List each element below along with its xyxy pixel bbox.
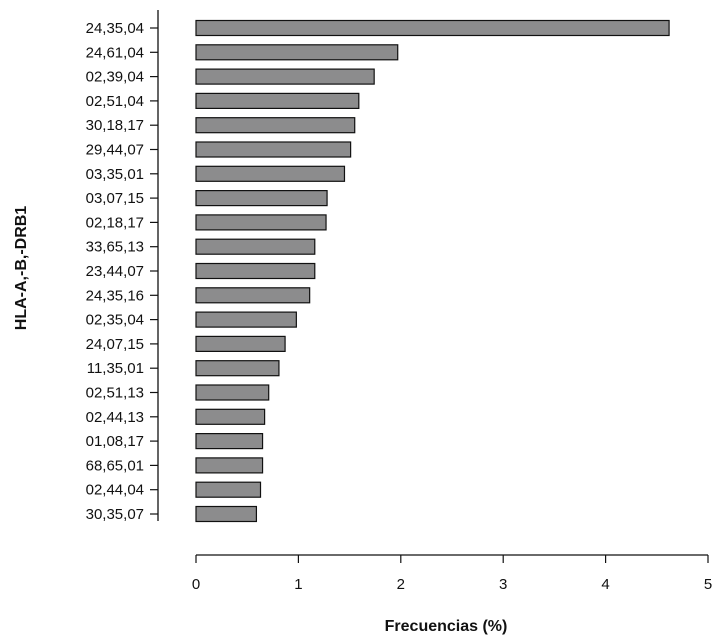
- y-tick-label: 02,51,04: [86, 93, 144, 110]
- bar: [195, 92, 360, 110]
- y-tick-label: 33,65,13: [86, 239, 144, 256]
- x-axis-title: Frecuencias (%): [385, 618, 508, 635]
- bar: [195, 335, 286, 352]
- bar: [195, 165, 346, 182]
- x-tick-label: 4: [601, 576, 609, 593]
- bar: [195, 408, 266, 425]
- y-tick-label: 02,18,17: [86, 214, 144, 231]
- y-axis-title: HLA-A,-B,-DRB1: [13, 206, 30, 331]
- bars-group: [195, 19, 670, 523]
- bar: [195, 141, 352, 158]
- bar: [195, 117, 356, 134]
- y-tick-label: 24,35,04: [86, 20, 144, 37]
- y-tick-label: 02,39,04: [86, 69, 144, 86]
- y-tick-label: 03,07,15: [86, 190, 144, 207]
- x-tick-label: 0: [192, 576, 200, 593]
- bar: [195, 311, 297, 328]
- bar: [195, 457, 264, 474]
- x-tick-label: 2: [397, 576, 405, 593]
- y-tick-label: 24,61,04: [86, 44, 144, 61]
- bar: [195, 360, 280, 377]
- y-tick-label: 02,44,13: [86, 409, 144, 426]
- y-tick-label: 68,65,01: [86, 457, 144, 474]
- bar: [195, 262, 316, 280]
- y-tick-label: 02,44,04: [86, 482, 144, 499]
- bar: [195, 44, 399, 61]
- x-tick-label: 5: [704, 576, 712, 593]
- y-tick-label: 23,44,07: [86, 263, 144, 280]
- y-tick-label: 24,07,15: [86, 336, 144, 353]
- bar: [195, 433, 264, 450]
- bar: [195, 238, 316, 255]
- bar: [195, 481, 262, 498]
- bar: [195, 505, 258, 523]
- bar: [195, 190, 328, 207]
- y-tick-label: 29,44,07: [86, 142, 144, 159]
- x-tick-label: 1: [294, 576, 302, 593]
- y-tick-label: 02,51,13: [86, 385, 144, 402]
- y-tick-label: 01,08,17: [86, 433, 144, 450]
- bar: [195, 19, 670, 37]
- y-tick-label: 03,35,01: [86, 166, 144, 183]
- y-axis: 24,35,04 24,61,04 02,39,04 02,51,04 30,18,17…: [86, 10, 159, 523]
- y-tick-label: 02,35,04: [86, 312, 144, 329]
- bar: [195, 214, 327, 231]
- bar: [195, 68, 375, 85]
- y-tick-label: 30,18,17: [86, 117, 144, 134]
- y-tick-label: 11,35,01: [87, 360, 144, 377]
- bar: [195, 384, 270, 401]
- y-tick-label: 24,35,16: [86, 287, 144, 304]
- x-axis: 0 1 2 3 4 5: [192, 554, 712, 593]
- y-tick-label: 30,35,07: [86, 506, 144, 523]
- x-tick-label: 3: [499, 576, 507, 593]
- bar: [195, 287, 311, 304]
